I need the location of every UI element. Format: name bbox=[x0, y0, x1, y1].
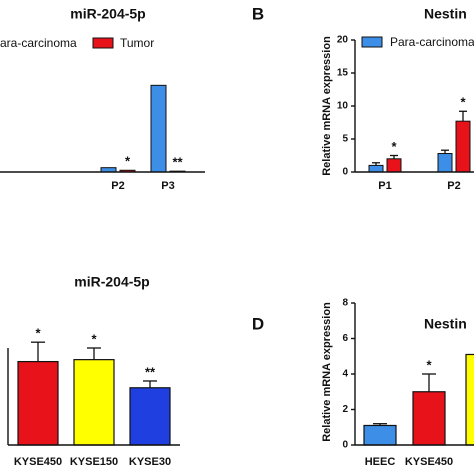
y-tick-label: 10 bbox=[337, 101, 349, 112]
bar bbox=[386, 158, 402, 173]
significance-mark: ** bbox=[145, 364, 156, 379]
x-tick-label: P2 bbox=[447, 180, 460, 192]
y-axis-label: Relative mRNA expression bbox=[321, 302, 333, 442]
x-tick-label: HEEC bbox=[365, 456, 396, 468]
y-tick-label: 20 bbox=[337, 35, 349, 46]
bar bbox=[73, 359, 115, 446]
chart-title: miR-204-5p bbox=[70, 6, 145, 22]
chart-title: miR-204-5p bbox=[74, 274, 149, 290]
bar bbox=[150, 84, 167, 173]
y-tick-label: 5 bbox=[342, 134, 348, 145]
significance-mark: * bbox=[91, 331, 97, 346]
x-tick-label: P2 bbox=[111, 180, 124, 192]
y-tick-label: 8 bbox=[342, 298, 348, 309]
bar bbox=[17, 360, 59, 446]
y-tick-label: 0 bbox=[342, 167, 348, 178]
x-tick-label: KYSE450 bbox=[14, 456, 62, 468]
bar bbox=[412, 391, 446, 446]
panel-label: D bbox=[252, 314, 264, 333]
significance-mark: * bbox=[125, 154, 131, 169]
x-tick-label: KYSE150 bbox=[70, 456, 118, 468]
y-tick-label: 4 bbox=[342, 369, 348, 380]
significance-mark: * bbox=[391, 139, 397, 154]
chart-title: Nestin bbox=[424, 6, 467, 22]
bar bbox=[455, 120, 471, 173]
significance-mark: * bbox=[35, 326, 41, 341]
y-tick-label: 2 bbox=[342, 404, 348, 415]
significance-mark: * bbox=[460, 95, 466, 110]
x-tick-label: KYSE450 bbox=[405, 456, 453, 468]
bar bbox=[437, 153, 453, 173]
panel-label: B bbox=[252, 4, 264, 23]
bar bbox=[129, 387, 171, 446]
chart-title: Nestin bbox=[424, 316, 467, 332]
y-axis-label: Relative mRNA expression bbox=[321, 36, 333, 176]
y-tick-label: 6 bbox=[342, 333, 348, 344]
significance-mark: ** bbox=[172, 155, 183, 170]
legend-swatch bbox=[92, 37, 114, 49]
legend-label: Para-carcinoma bbox=[390, 35, 474, 49]
legend-swatch bbox=[361, 36, 383, 48]
legend-label: Tumor bbox=[120, 36, 154, 50]
x-tick-label: KYSE30 bbox=[129, 456, 171, 468]
x-tick-label: P1 bbox=[378, 180, 391, 192]
legend-label: Para-carcinoma bbox=[0, 36, 77, 50]
significance-mark: * bbox=[426, 357, 432, 372]
bar bbox=[363, 424, 397, 446]
bar bbox=[368, 164, 384, 173]
x-tick-label: P3 bbox=[161, 180, 174, 192]
bar bbox=[465, 353, 474, 446]
y-tick-label: 0 bbox=[342, 440, 348, 451]
y-tick-label: 15 bbox=[337, 68, 349, 79]
